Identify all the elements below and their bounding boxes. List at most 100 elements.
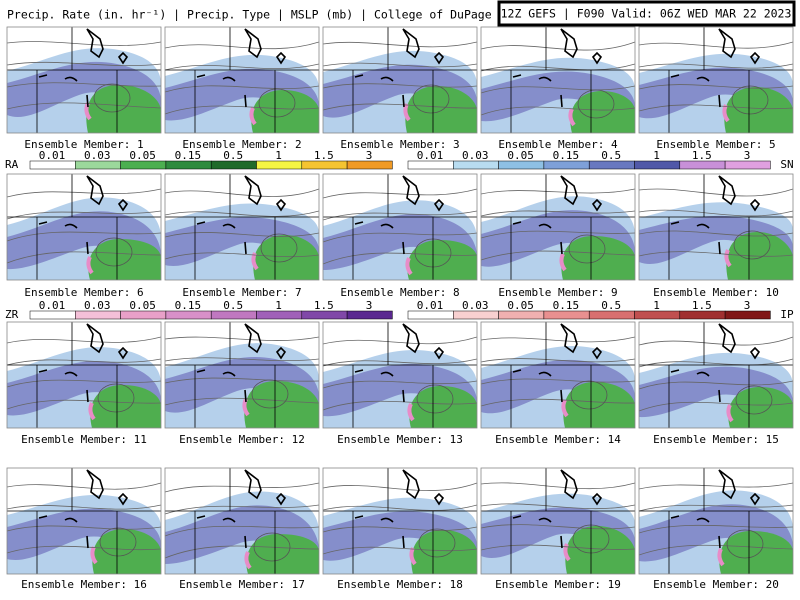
legend-tick-label: 0.03 (462, 149, 489, 162)
map-panel (480, 173, 636, 281)
isobar (251, 379, 289, 409)
map-panel (6, 467, 162, 575)
isobar (99, 527, 137, 557)
precip-rain (728, 387, 793, 428)
valid-time: 12Z GEFS | F090 Valid: 06Z WED MAR 22 20… (501, 7, 792, 21)
map-frame (638, 173, 794, 281)
map-frame (480, 173, 636, 281)
isobar (638, 482, 794, 490)
member-label: Ensemble Member: 16 (21, 578, 147, 591)
isobar (480, 503, 636, 510)
borders (7, 174, 161, 280)
great-lakes (38, 469, 129, 549)
great-lakes (670, 469, 761, 549)
isobar (322, 252, 478, 265)
isobar (480, 230, 636, 239)
isobar (480, 378, 636, 385)
legend-tick-label: 3 (744, 149, 751, 162)
great-lakes (354, 323, 445, 403)
legend-swatch (256, 310, 303, 320)
legend-swatch (407, 310, 454, 320)
precip-rain (407, 240, 477, 280)
precip-snow (481, 210, 635, 270)
precip-rain (563, 382, 635, 428)
legend-swatch (120, 160, 167, 170)
legend-swatch (120, 310, 167, 320)
member-label: Ensemble Member: 5 (656, 138, 775, 151)
isobar (164, 545, 320, 559)
precip-snow (7, 361, 161, 418)
map-frame (164, 467, 320, 575)
map-frame (322, 467, 478, 575)
isobar (6, 61, 162, 67)
legend-tick-label: 0.05 (507, 299, 534, 312)
isobar (480, 336, 636, 343)
map-frame (480, 26, 636, 134)
legend-swatch (498, 310, 545, 320)
legend-tick-label: 0.01 (39, 149, 66, 162)
isobar (164, 357, 320, 362)
isobar (577, 89, 615, 119)
map-panel (164, 321, 320, 429)
precip-rain (88, 239, 161, 280)
legend-tick-label: 0.01 (417, 149, 444, 162)
legend-swatch (256, 160, 303, 170)
legend-tick-label: 0.5 (223, 299, 243, 312)
member-label: Ensemble Member: 4 (498, 138, 618, 151)
borders (7, 322, 161, 428)
legend-tick-label: 0.15 (553, 299, 580, 312)
member-label: Ensemble Member: 15 (653, 433, 779, 446)
legend-tick-label: 1 (275, 299, 282, 312)
isobar (164, 252, 320, 260)
precip-snow (323, 511, 477, 564)
borders (639, 27, 793, 133)
great-lakes (38, 175, 129, 255)
legend-swatch (346, 310, 393, 320)
legend-type: SN (780, 158, 793, 171)
legend-tick-label: 0.5 (223, 149, 243, 162)
great-lakes (196, 469, 287, 549)
great-lakes (512, 469, 603, 549)
isobar (164, 482, 320, 493)
isobar (735, 385, 773, 415)
isobar (6, 251, 162, 264)
great-lakes (354, 469, 445, 549)
isobar (638, 544, 794, 556)
legend-tick-label: 0.15 (553, 149, 580, 162)
map-frame (480, 321, 636, 429)
isobar (638, 84, 794, 90)
isobar (260, 233, 298, 263)
map-frame (164, 173, 320, 281)
legend-tick-label: 0.05 (129, 149, 156, 162)
precip-rain (561, 236, 635, 280)
precip-snow (639, 366, 793, 418)
legend-swatch (543, 310, 590, 320)
precip-snow (165, 357, 319, 418)
precip-mix (561, 399, 569, 418)
map-frame (322, 173, 478, 281)
isobar (412, 84, 450, 114)
isobar (322, 526, 478, 533)
precip-rain (246, 534, 319, 574)
isobar (638, 209, 794, 217)
isobar (480, 210, 636, 217)
legend-tick-label: 1 (275, 149, 282, 162)
precip-mix (90, 546, 98, 565)
isobar (480, 524, 636, 530)
precip-snow (481, 507, 635, 564)
map-frame (6, 173, 162, 281)
isobar (6, 41, 162, 46)
member-label: Ensemble Member: 13 (337, 433, 463, 446)
legend-tick-label: 3 (366, 299, 373, 312)
isobar (638, 504, 794, 512)
map-panel (6, 321, 162, 429)
isobar (322, 336, 478, 345)
member-label: Ensemble Member: 12 (179, 433, 305, 446)
map-panel (164, 467, 320, 575)
isobar (164, 336, 320, 341)
isobar (97, 383, 135, 413)
isobar (638, 63, 794, 69)
precip-mix (563, 543, 571, 562)
precip-rain (92, 529, 161, 574)
precip-mix (724, 249, 732, 268)
